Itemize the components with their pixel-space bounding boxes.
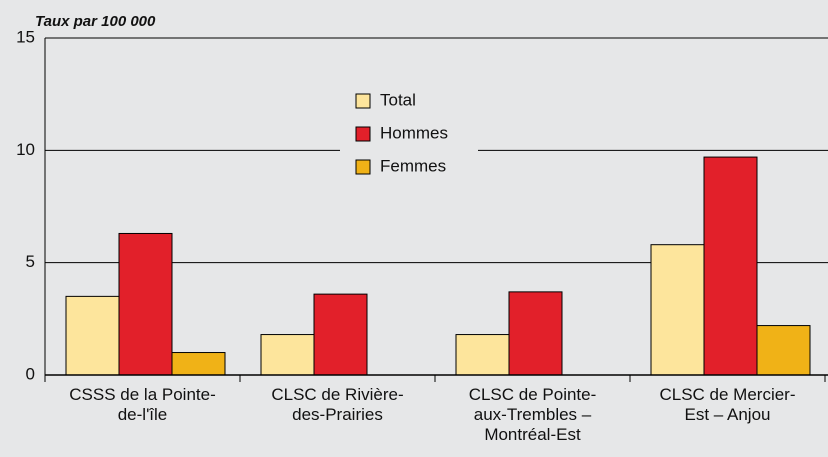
x-tick-label: CLSC de Rivière-des-Prairies — [271, 385, 404, 424]
legend-label: Hommes — [380, 123, 448, 142]
bar — [508, 291, 563, 376]
y-tick-label: 15 — [16, 27, 35, 46]
y-axis-label: Taux par 100 000 — [35, 13, 156, 30]
x-tick-label: CLSC de Pointe-aux-Trembles – Montréal-E… — [468, 385, 597, 444]
bar — [171, 352, 226, 376]
y-tick-label: 0 — [26, 364, 35, 383]
legend-label: Total — [380, 90, 416, 109]
y-tick-label: 10 — [16, 140, 35, 159]
legend-swatch — [355, 126, 371, 142]
x-tick-label: CSSS de la Pointe-de-l'île — [69, 385, 216, 424]
bar — [313, 293, 368, 376]
bar — [65, 295, 120, 376]
y-tick-label: 5 — [26, 252, 35, 271]
legend-swatch — [355, 93, 371, 109]
bar — [118, 232, 173, 376]
bar — [260, 334, 315, 376]
bar — [703, 156, 758, 376]
legend-swatch — [355, 159, 371, 175]
x-tick-label: CLSC de Mercier-Est – Anjou — [659, 385, 796, 424]
legend-label: Femmes — [380, 156, 446, 175]
bar — [756, 325, 811, 376]
bar — [455, 334, 510, 376]
bar — [650, 244, 705, 376]
